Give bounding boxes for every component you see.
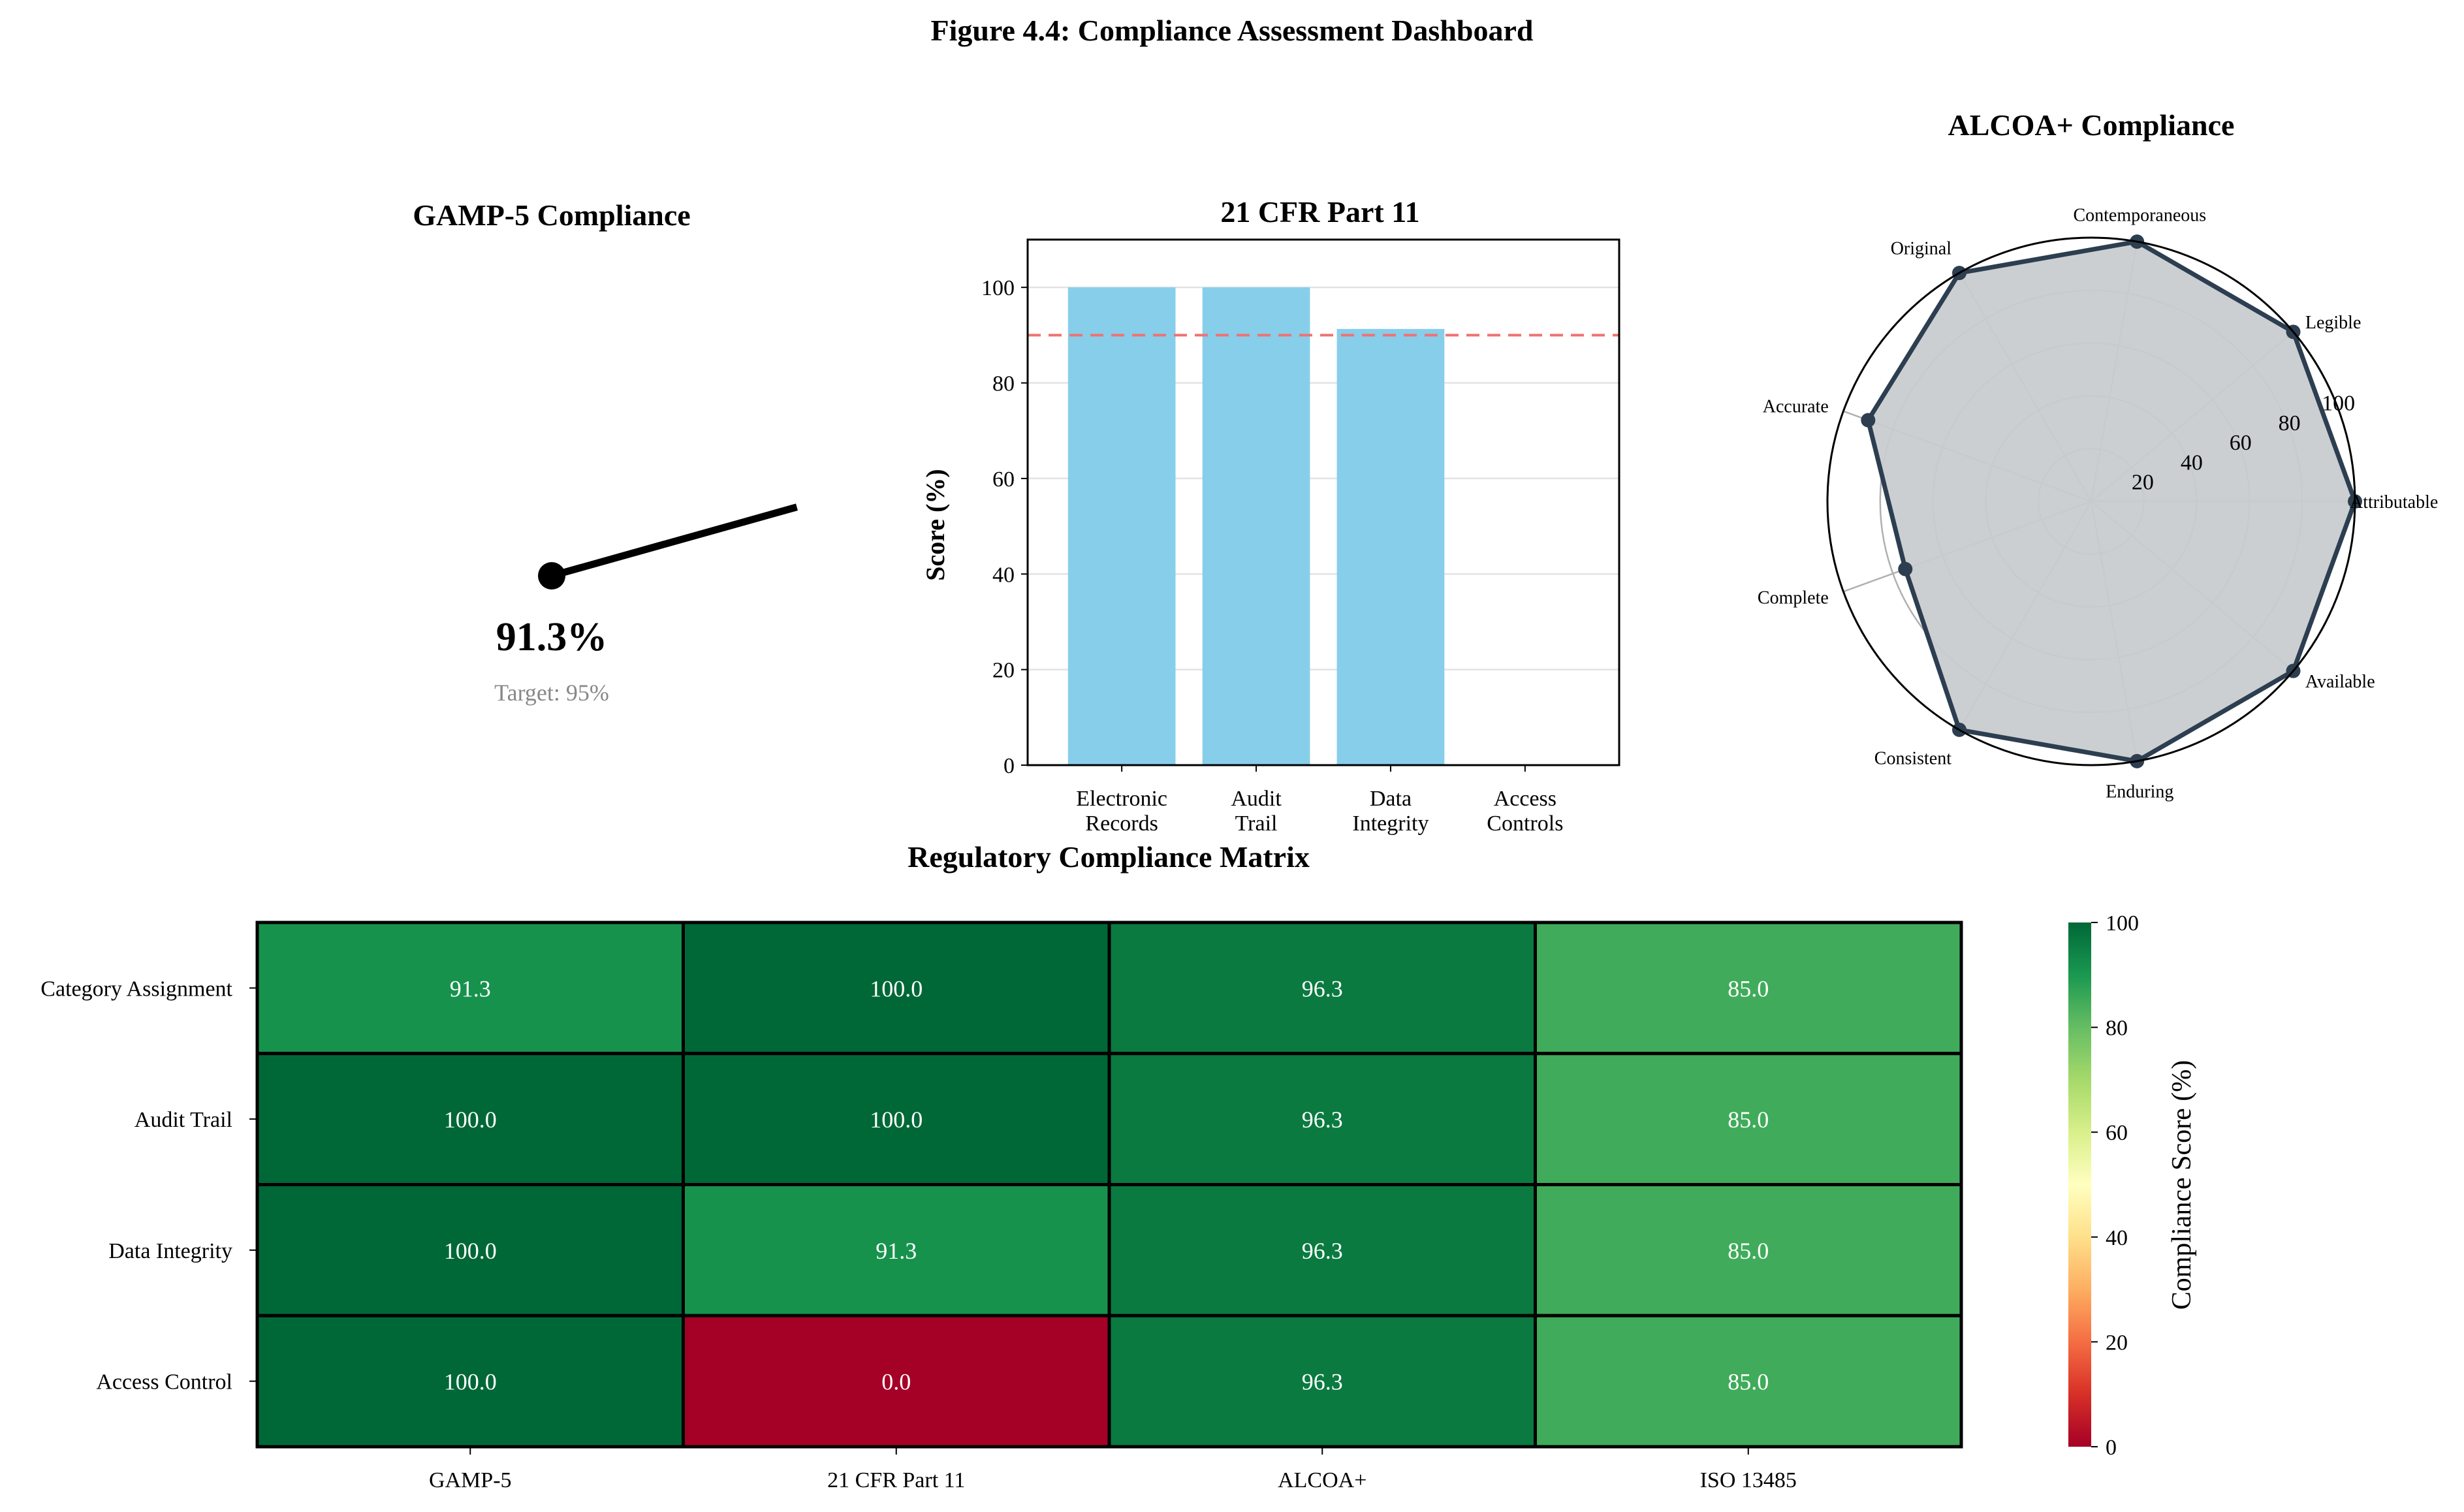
radar-category-label: Legible	[2305, 313, 2361, 333]
bar-chart-title: 21 CFR Part 11	[1220, 195, 1419, 228]
gauge-value-label: 91.3%	[496, 615, 608, 659]
heatmap-cell-label: 85.0	[1728, 1107, 1769, 1133]
radar-category-label: Enduring	[2106, 781, 2173, 802]
heatmap-cell-label: 96.3	[1302, 1238, 1343, 1264]
heatmap-cell-label: 85.0	[1728, 1369, 1769, 1395]
bar-x-tick-label: Electronic Records	[1076, 787, 1167, 836]
colorbar-tick-label: 40	[2106, 1226, 2128, 1250]
bar-x-tick-label-line: Trail	[1235, 811, 1278, 836]
radar-r-tick-label: 100	[2322, 392, 2355, 416]
heatmap-cell-label: 100.0	[870, 1107, 923, 1133]
heatmap-plot: 91.3 100.0 96.3 85.0 100.0 100.0 96.3 85.0 100.0…	[40, 922, 1961, 1492]
heatmap-cell-label: 91.3	[450, 975, 491, 1001]
gauge-pivot	[538, 562, 565, 590]
heatmap-cell-label: 91.3	[876, 1238, 917, 1264]
bar-y-tick-label: 20	[992, 659, 1015, 683]
heatmap-col-label: 21 CFR Part 11	[827, 1468, 965, 1492]
gamp5-gauge-panel: GAMP-5 Compliance 91.3% Target: 95%	[413, 198, 797, 706]
heatmap-cell-label: 0.0	[881, 1369, 911, 1395]
radar-category-label: Original	[1891, 238, 1952, 259]
bar-y-tick-label: 100	[981, 276, 1015, 300]
gauge-plot	[538, 507, 797, 590]
colorbar-tick-label: 100	[2106, 911, 2139, 936]
heatmap-row-label: Access Control	[96, 1370, 232, 1394]
radar-category-label: Consistent	[1874, 749, 1951, 769]
bar-x-tick-label: Audit Trail	[1231, 787, 1282, 836]
heatmap-cell-label: 100.0	[444, 1238, 497, 1264]
heatmap-title: Regulatory Compliance Matrix	[908, 840, 1310, 874]
bar-plot: 0 20 40 60 80 100 Electronic Records Audit Trail D…	[981, 240, 1619, 836]
bar-x-tick-label-line: Data	[1370, 787, 1412, 811]
radar-category-label: Available	[2305, 672, 2375, 692]
radar-r-tick-label: 60	[2230, 431, 2252, 455]
heatmap-col-label: ALCOA+	[1278, 1468, 1366, 1492]
colorbar-fill	[2068, 922, 2091, 1447]
bar-x-tick-label-line: Controls	[1487, 811, 1563, 836]
radar-category-label: Attributable	[2350, 492, 2438, 512]
compliance-matrix-panel: Regulatory Compliance Matrix 91.3 100.0 96…	[40, 840, 2197, 1492]
heatmap-cell-label: 100.0	[444, 1369, 497, 1395]
radar-plot: 20 40 60 80 100 Attributable Legible Contempora…	[1758, 206, 2438, 802]
colorbar-tick-label: 60	[2106, 1121, 2128, 1145]
heatmap-cell-label: 85.0	[1728, 1238, 1769, 1264]
radar-category-label: Accurate	[1763, 397, 1829, 417]
heatmap-cell-label: 100.0	[444, 1107, 497, 1133]
bar-x-tick-label: Data Integrity	[1352, 787, 1429, 836]
colorbar-tick-label: 0	[2106, 1436, 2117, 1460]
colorbar-tick-label: 80	[2106, 1016, 2128, 1041]
colorbar-tick-label: 20	[2106, 1331, 2128, 1355]
bar-x-tick-label-line: Integrity	[1352, 811, 1429, 836]
radar-point	[1861, 413, 1875, 428]
bar-y-tick-label: 0	[1003, 754, 1015, 778]
bar	[1337, 329, 1445, 765]
heatmap-row-label: Category Assignment	[40, 977, 232, 1001]
bar-y-tick-label: 40	[992, 563, 1015, 587]
colorbar-label: Compliance Score (%)	[2167, 1060, 2197, 1310]
gauge-target-label: Target: 95%	[494, 680, 609, 706]
radar-r-tick-label: 20	[2132, 471, 2154, 495]
bar-y-tick-label: 60	[992, 467, 1015, 492]
heatmap-cell-label: 96.3	[1302, 1107, 1343, 1133]
radar-r-tick-label: 40	[2181, 450, 2203, 475]
bar-y-axis-label: Score (%)	[921, 469, 950, 580]
cfr-part11-bar-panel: 21 CFR Part 11 Score (%) 0 20 40 60 80 100 Ele…	[921, 195, 1619, 836]
heatmap-row-label: Data Integrity	[108, 1239, 232, 1263]
radar-title: ALCOA+ Compliance	[1948, 108, 2235, 142]
radar-category-label: Complete	[1758, 588, 1829, 608]
colorbar: 0 20 40 60 80 100	[2068, 911, 2139, 1460]
bar	[1203, 287, 1310, 765]
bar-x-tick-label-line: Access	[1494, 787, 1556, 811]
radar-r-tick-label: 80	[2279, 411, 2301, 435]
bar-x-tick-label: Access Controls	[1487, 787, 1563, 836]
figure-title: Figure 4.4: Compliance Assessment Dashbo…	[930, 14, 1533, 47]
bar-y-tick-label: 80	[992, 372, 1015, 396]
heatmap-col-label: ISO 13485	[1700, 1468, 1797, 1492]
gauge-needle	[552, 507, 797, 576]
radar-point	[1898, 562, 1912, 576]
heatmap-cell-label: 85.0	[1728, 975, 1769, 1001]
bar	[1068, 287, 1176, 765]
gauge-title: GAMP-5 Compliance	[413, 198, 690, 232]
bar-x-tick-label-line: Electronic	[1076, 787, 1167, 811]
heatmap-cell-label: 100.0	[870, 975, 923, 1001]
heatmap-cell-label: 96.3	[1302, 1369, 1343, 1395]
radar-category-label: Contemporaneous	[2073, 206, 2206, 226]
alcoa-radar-panel: ALCOA+ Compliance 20 40 60 80 100 Attributabl…	[1758, 108, 2438, 802]
heatmap-cell-label: 96.3	[1302, 975, 1343, 1001]
heatmap-col-label: GAMP-5	[429, 1468, 512, 1492]
heatmap-row-label: Audit Trail	[134, 1108, 232, 1132]
bar-x-tick-label-line: Records	[1085, 811, 1158, 836]
bar-x-tick-label-line: Audit	[1231, 787, 1282, 811]
